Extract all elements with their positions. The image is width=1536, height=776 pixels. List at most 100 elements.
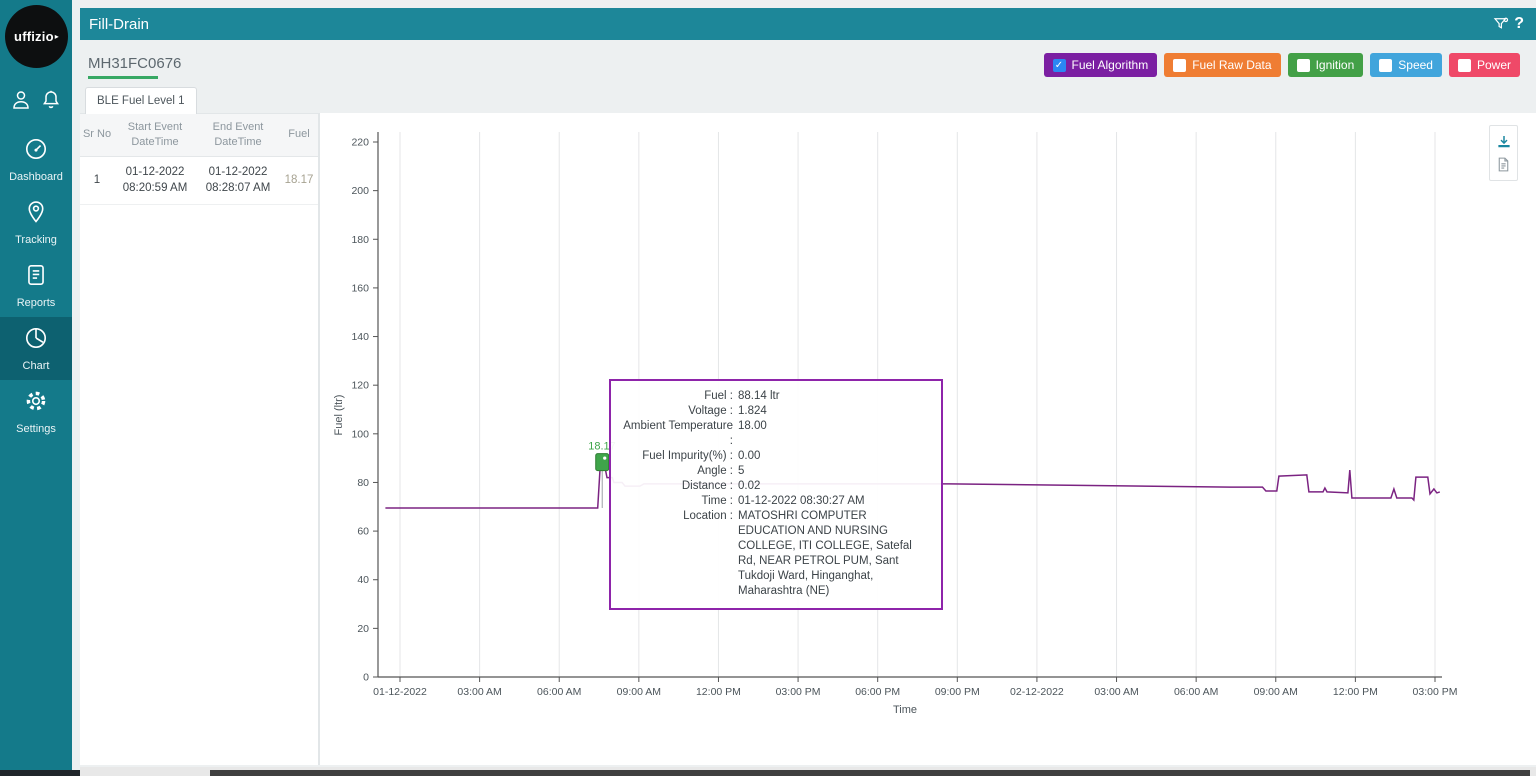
tracking-pin-icon [23, 199, 49, 230]
device-active-underline [88, 76, 158, 79]
panel-divider [318, 113, 320, 765]
legend-label: Speed [1398, 58, 1433, 72]
page-header: Fill-Drain ? [80, 8, 1536, 40]
chart-pie-icon [23, 325, 49, 356]
table-header-end-event-datetime: End Event DateTime [196, 114, 280, 157]
tooltip-value: 88.14 ltr [738, 390, 780, 402]
tooltip-value: MATOSHRI COMPUTER EDUCATION AND NURSING … [738, 510, 912, 597]
checkbox-icon [1296, 58, 1310, 72]
y-tick-label: 20 [357, 623, 369, 635]
tab-ble-fuel-level-1[interactable]: BLE Fuel Level 1 [85, 87, 197, 114]
y-tick-label: 180 [351, 234, 369, 246]
y-tick-label: 80 [357, 477, 369, 489]
y-tick-label: 140 [351, 331, 369, 343]
sidebar-item-reports[interactable]: Reports [0, 254, 72, 317]
x-tick-label: 03:00 AM [1094, 686, 1138, 698]
sidebar-item-label: Chart [22, 360, 50, 372]
table-row[interactable]: 1 01-12-2022 08:20:59 AM 01-12-2022 08:28:… [80, 156, 318, 206]
fill-event-marker-icon[interactable] [595, 453, 610, 472]
tooltip-label: Angle : [697, 465, 733, 477]
x-tick-label: 09:00 PM [935, 686, 980, 698]
tooltip-value: 01-12-2022 08:30:27 AM [738, 495, 865, 507]
tooltip-label: Voltage : [688, 405, 733, 417]
y-tick-label: 40 [357, 574, 369, 586]
report-file-icon[interactable] [1495, 156, 1512, 173]
x-tick-label: 01-12-2022 [373, 686, 427, 698]
tooltip-value: 0.00 [738, 450, 761, 462]
events-table-panel: Sr No Start Event DateTime End Event DateT… [80, 113, 318, 765]
tooltip-label: Distance : [681, 480, 733, 492]
sidebar-menu: Dashboard Tracking Reports Chart Settings [0, 128, 72, 443]
dashboard-icon [23, 136, 49, 167]
y-tick-label: 160 [351, 282, 369, 294]
tooltip-label: Fuel Impurity(%) : [642, 450, 733, 462]
sidebar-item-tracking[interactable]: Tracking [0, 191, 72, 254]
x-tick-label: 06:00 AM [537, 686, 581, 698]
tooltip-label: Location : [683, 510, 733, 522]
tooltip-value: 18.00 [738, 420, 767, 432]
reports-icon [23, 262, 49, 293]
sidebar-item-label: Settings [16, 423, 56, 435]
help-icon[interactable]: ? [1514, 15, 1524, 32]
app-logo[interactable]: uffizio ▸ [5, 5, 68, 68]
x-tick-label: 03:00 PM [1413, 686, 1458, 698]
legend-toggle-ignition[interactable]: Ignition [1287, 53, 1364, 77]
x-tick-label: 09:00 AM [617, 686, 661, 698]
sidebar-item-chart[interactable]: Chart [0, 317, 72, 380]
tooltip-label: Fuel : [704, 390, 733, 402]
y-tick-label: 60 [357, 526, 369, 538]
x-tick-label: 03:00 AM [457, 686, 501, 698]
x-tick-label: 03:00 PM [776, 686, 821, 698]
series-legend: ✓ Fuel Algorithm Fuel Raw Data Ignition Spee… [1043, 53, 1520, 77]
legend-toggle-power[interactable]: Power [1448, 53, 1520, 77]
cell-end-event: 01-12-2022 08:28:07 AM [196, 156, 280, 206]
chart-export-toolbar [1489, 125, 1518, 181]
logo-arrow-icon: ▸ [54, 32, 59, 41]
sidebar-item-label: Tracking [15, 234, 57, 246]
bell-icon[interactable] [39, 88, 63, 117]
download-icon[interactable] [1495, 133, 1513, 151]
cell-sr-no: 1 [80, 156, 114, 206]
filter-icon[interactable] [1488, 15, 1514, 33]
y-tick-label: 0 [363, 672, 369, 684]
table-header-sr-no: Sr No [80, 114, 114, 157]
user-icon[interactable] [9, 88, 33, 117]
marker-detail [603, 456, 607, 460]
table-header-fuel: Fuel [280, 114, 318, 157]
tooltip-label: Ambient Temperature : [623, 420, 733, 447]
device-name: MH31FC0676 [88, 55, 182, 72]
x-tick-label: 06:00 PM [855, 686, 900, 698]
x-axis-title: Time [893, 704, 917, 716]
chart-tooltip: Fuel : 88.14 ltr Voltage : 1.824 Ambient Tem… [609, 379, 943, 610]
y-tick-label: 200 [351, 185, 369, 197]
sidebar-item-dashboard[interactable]: Dashboard [0, 128, 72, 191]
legend-toggle-fuel-algorithm[interactable]: ✓ Fuel Algorithm [1043, 53, 1158, 77]
legend-label: Ignition [1315, 58, 1355, 72]
legend-toggle-speed[interactable]: Speed [1370, 53, 1442, 77]
sidebar-item-settings[interactable]: Settings [0, 380, 72, 443]
tooltip-value: 5 [738, 465, 745, 477]
sidebar-bottom-strip [0, 770, 80, 776]
y-tick-label: 100 [351, 428, 369, 440]
legend-label: Power [1476, 58, 1511, 72]
app-logo-text: uffizio [14, 29, 54, 44]
fill-event-marker-label: 18.17 [588, 441, 616, 453]
fill-drain-events-table: Sr No Start Event DateTime End Event DateT… [80, 114, 318, 206]
legend-toggle-fuel-raw-data[interactable]: Fuel Raw Data [1164, 53, 1281, 77]
sidebar-item-label: Reports [16, 297, 56, 309]
x-tick-label: 09:00 AM [1254, 686, 1298, 698]
table-header-start-event-datetime: Start Event DateTime [114, 114, 196, 157]
sidebar: uffizio ▸ Dashboard Tracking Reports Chart Se… [0, 0, 72, 770]
x-tick-label: 02-12-2022 [1010, 686, 1064, 698]
y-axis-title: Fuel (ltr) [333, 395, 345, 436]
y-tick-label: 120 [351, 380, 369, 392]
tooltip-value: 0.02 [738, 480, 761, 492]
tooltip-value: 1.824 [738, 405, 767, 417]
settings-gear-icon [23, 388, 49, 419]
y-tick-label: 220 [351, 137, 369, 149]
checkbox-icon: ✓ [1052, 58, 1066, 72]
horizontal-scrollbar-track[interactable] [80, 767, 1536, 776]
checkbox-icon [1173, 58, 1187, 72]
sidebar-item-label: Dashboard [9, 171, 63, 183]
horizontal-scrollbar-thumb[interactable] [210, 770, 1530, 776]
